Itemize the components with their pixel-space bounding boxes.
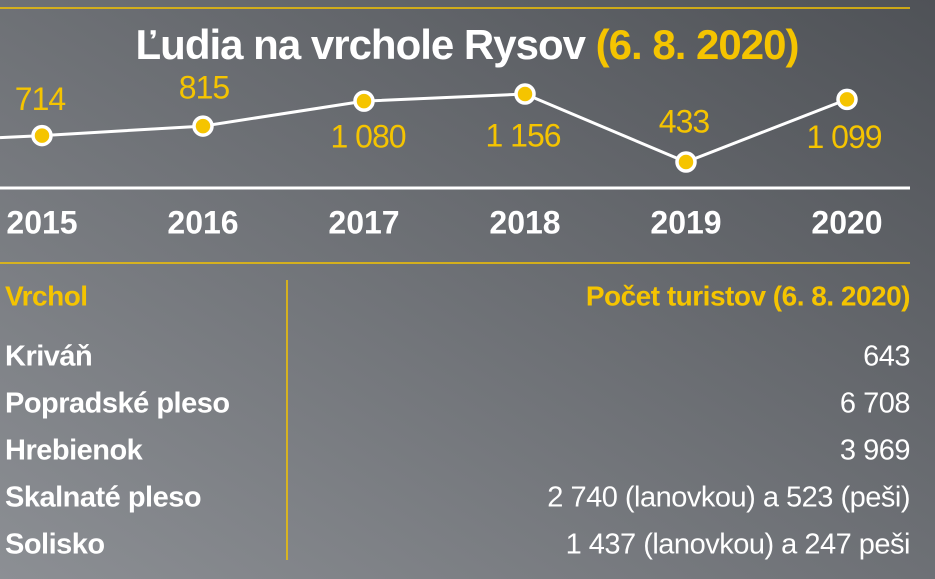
chart-title: Ľudia na vrchole Rysov	[136, 21, 587, 68]
peak-name: Popradské pleso	[5, 388, 230, 420]
data-point	[836, 88, 858, 111]
tourist-count: 2 740 (lanovkou) a 523 (peši)	[547, 482, 910, 514]
chart-title-group: Ľudia na vrchole Rysov (6. 8. 2020)	[136, 21, 799, 68]
column-header: Počet turistov (6. 8. 2020)	[586, 280, 910, 311]
x-tick-label: 2015	[6, 204, 77, 240]
peak-name: Solisko	[5, 529, 105, 561]
x-tick-label: 2017	[328, 204, 399, 240]
value-label: 714	[15, 81, 66, 117]
tourist-count: 6 708	[840, 388, 910, 420]
x-tick-label: 2019	[650, 204, 721, 240]
peak-name: Kriváň	[5, 341, 92, 373]
data-point	[675, 151, 697, 173]
tourist-count: 1 437 (lanovkou) a 247 peši	[566, 529, 910, 561]
x-tick-label: 2016	[167, 204, 238, 240]
data-point	[353, 90, 375, 112]
peak-name: Hrebienok	[5, 435, 144, 467]
x-tick-label: 2020	[811, 204, 882, 240]
value-label: 433	[659, 103, 710, 139]
column-header: Vrchol	[5, 280, 88, 311]
value-label: 1 156	[485, 117, 560, 153]
value-label: 815	[179, 70, 230, 106]
tourist-count: 3 969	[840, 435, 910, 467]
chart-subtitle: (6. 8. 2020)	[596, 21, 799, 68]
peak-name: Skalnaté pleso	[5, 482, 201, 514]
table: Vrchol Počet turistov (6. 8. 2020) Kriváň 6…	[5, 280, 911, 561]
tourist-count: 643	[863, 341, 910, 373]
data-point	[31, 124, 53, 147]
plot: 714 2015 815 2016 1 080 2017 1 156 2018 433 2019 1…	[0, 70, 883, 240]
data-line	[41, 92, 848, 164]
value-label: 1 099	[806, 119, 881, 155]
x-tick-label: 2018	[489, 204, 560, 240]
value-label: 1 080	[330, 119, 405, 155]
data-point	[192, 115, 214, 137]
data-point	[514, 83, 536, 105]
